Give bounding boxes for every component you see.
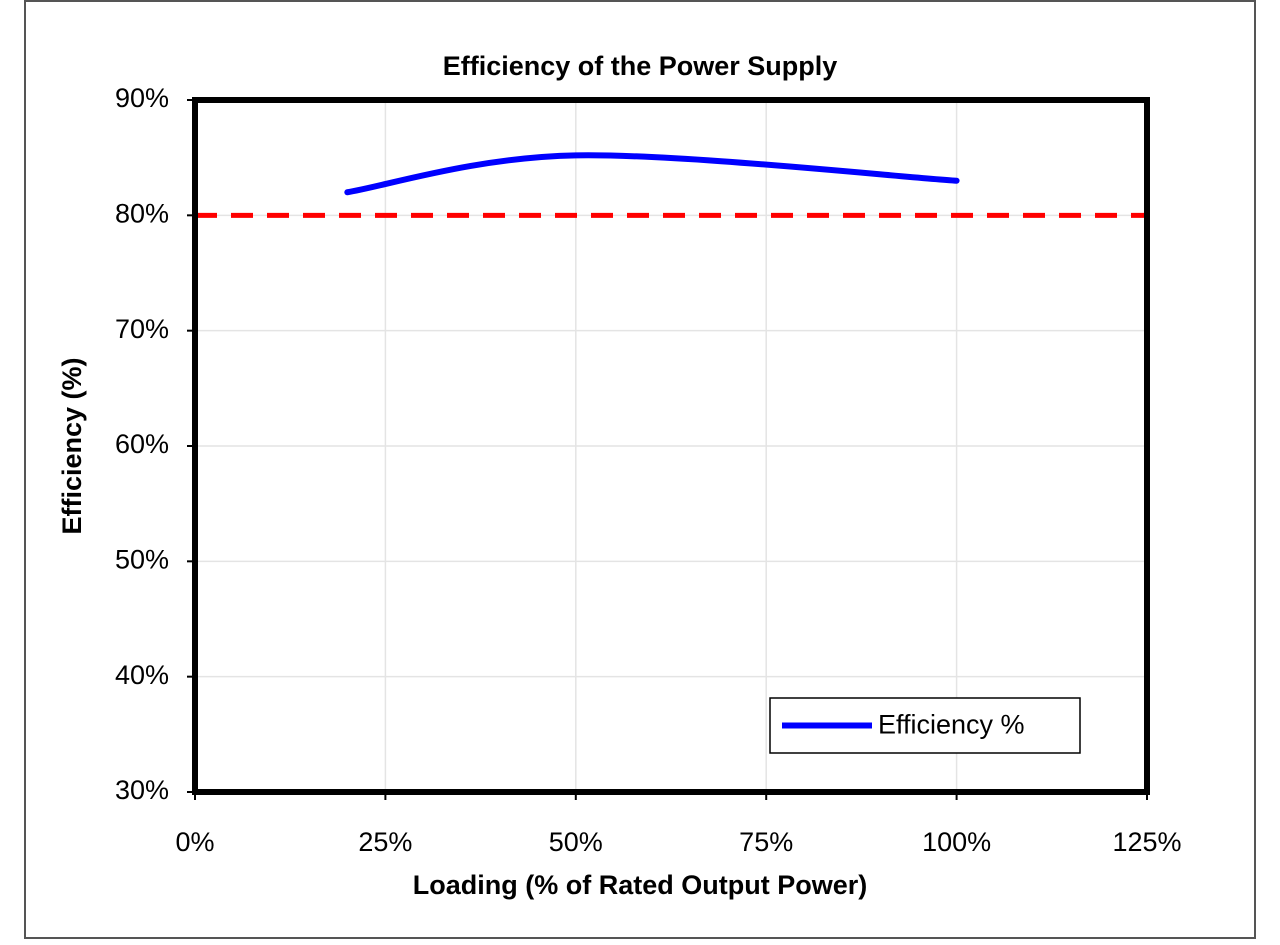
y-tick-label: 30% (115, 775, 169, 805)
x-axis-title: Loading (% of Rated Output Power) (413, 870, 867, 900)
y-tick-label: 70% (115, 314, 169, 344)
chart-frame (24, 0, 1256, 939)
chart-title: Efficiency of the Power Supply (443, 51, 838, 81)
x-tick-label: 75% (739, 827, 793, 857)
data-line (344, 152, 960, 196)
y-tick-label: 80% (115, 198, 169, 228)
x-tick-label: 125% (1112, 827, 1181, 857)
legend-label: Efficiency % (878, 710, 1025, 740)
y-tick-label: 90% (115, 83, 169, 113)
y-tick-label: 60% (115, 429, 169, 459)
y-tick-label: 50% (115, 544, 169, 574)
x-tick-label: 0% (175, 827, 214, 857)
x-tick-label: 25% (358, 827, 412, 857)
y-axis-title: Efficiency (%) (57, 357, 87, 534)
x-tick-label: 50% (549, 827, 603, 857)
plot-border (192, 97, 1150, 795)
x-tick-label: 100% (922, 827, 991, 857)
y-tick-label: 40% (115, 660, 169, 690)
